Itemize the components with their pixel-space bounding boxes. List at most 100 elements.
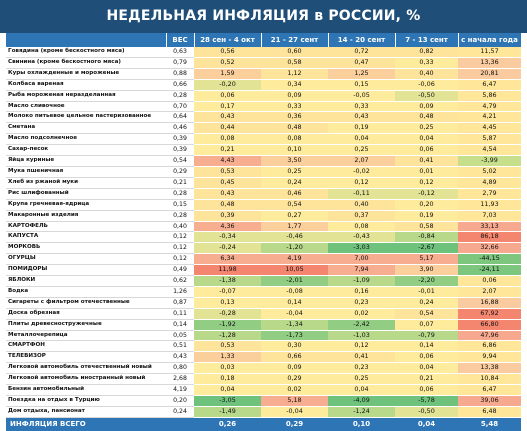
row-weight: 0,12	[166, 253, 194, 266]
cell-ytd: -24,11	[458, 264, 521, 277]
cell-week-2: 0,09	[261, 362, 328, 375]
row-name: Сметана	[6, 122, 166, 135]
row-weight: 0,11	[166, 307, 194, 320]
cell-week-1: 0,45	[194, 177, 261, 189]
row-name: Молоко питьевое цельное пастеризованное	[6, 111, 166, 124]
cell-week-1: 0,17	[194, 100, 261, 113]
cell-week-4: 0,04	[395, 362, 458, 375]
cell-week-3: -0,11	[328, 188, 395, 200]
cell-week-1: 6,34	[194, 253, 261, 266]
row-weight: 0,46	[166, 122, 194, 135]
row-name: КАРТОФЕЛЬ	[6, 220, 166, 233]
cell-ytd: 6,47	[458, 79, 521, 91]
cell-week-1: 0,53	[194, 340, 261, 353]
row-name: Хлеб из ржаной муки	[6, 177, 166, 189]
row-weight: 0,12	[166, 231, 194, 244]
cell-week-1: 0,13	[194, 297, 261, 309]
cell-week-1: 4,43	[194, 155, 261, 167]
cell-week-1: 0,43	[194, 111, 261, 124]
cell-ytd: 20,81	[458, 68, 521, 80]
cell-week-1: 0,04	[194, 384, 261, 396]
table-row: КАПУСТА 0,12 -0,34 -0,46 -0,43 -0,84 86,18	[6, 231, 521, 244]
cell-week-1: 11,98	[194, 264, 261, 277]
cell-ytd: 11,93	[458, 199, 521, 211]
row-name: Сахар-песок	[6, 144, 166, 157]
cell-week-2: 0,14	[261, 297, 328, 309]
row-name: Яйца куриные	[6, 155, 166, 167]
cell-week-2: 0,25	[261, 166, 328, 178]
cell-week-1: 1,59	[194, 68, 261, 80]
row-name: Плиты древесностружечные	[6, 319, 166, 331]
table-row: Бензин автомобильный 4,19 0,04 0,02 0,04 0,06…	[6, 384, 521, 396]
table-row: Сметана 0,46 0,44 0,48 0,19 0,25 4,45	[6, 122, 521, 135]
cell-ytd: -44,15	[458, 253, 521, 266]
cell-week-1: 0,52	[194, 57, 261, 69]
cell-ytd: 5,02	[458, 166, 521, 178]
header-week-3: 14 - 20 сент	[328, 33, 396, 47]
table-row: Сигареты с фильтром отечественные 0,87 0,1…	[6, 297, 521, 309]
row-name: Масло подсолнечное	[6, 133, 166, 146]
cell-week-4: 3,90	[395, 264, 458, 277]
cell-week-4: 0,40	[395, 68, 458, 80]
cell-ytd: 13,36	[458, 57, 521, 69]
cell-week-2: 0,29	[261, 373, 328, 386]
cell-week-3: 0,12	[328, 340, 395, 353]
cell-week-3: 0,23	[328, 297, 395, 309]
cell-ytd: -3,99	[458, 155, 521, 167]
row-name: Масло сливочное	[6, 100, 166, 113]
row-name: Рис шлифованный	[6, 188, 166, 200]
table-row: СМАРТФОН 0,51 0,53 0,30 0,12 0,14 6,86	[6, 340, 521, 353]
row-name: Говядина (кроме бескостного мяса)	[6, 47, 166, 58]
cell-week-2: 1,77	[261, 220, 328, 233]
cell-week-3: 0,37	[328, 210, 395, 222]
cell-week-4: 0,82	[395, 47, 458, 58]
cell-week-1: 0,43	[194, 188, 261, 200]
cell-week-4: -0,79	[395, 330, 458, 342]
cell-week-4: -5,78	[395, 395, 458, 407]
cell-week-4: 0,01	[395, 166, 458, 178]
cell-week-2: -1,73	[261, 330, 328, 342]
cell-week-3: 0,41	[328, 351, 395, 364]
cell-week-2: -2,01	[261, 275, 328, 287]
cell-week-4: 0,06	[395, 144, 458, 157]
cell-week-3: -3,03	[328, 242, 395, 255]
cell-ytd: 4,45	[458, 122, 521, 135]
cell-ytd: 4,21	[458, 111, 521, 124]
table-row: Свинина (кроме бескостного мяса) 0,79 0,52…	[6, 57, 521, 69]
row-weight: 0,87	[166, 297, 194, 309]
cell-week-3: 0,23	[328, 362, 395, 375]
cell-ytd: 5,87	[458, 133, 521, 146]
row-name: ОГУРЦЫ	[6, 253, 166, 266]
table-row: ТЕЛЕВИЗОР 0,43 1,33 0,66 0,41 0,06 9,94	[6, 351, 521, 364]
cell-week-2: 0,33	[261, 100, 328, 113]
cell-week-2: 0,10	[261, 144, 328, 157]
cell-week-3: 0,04	[328, 384, 395, 396]
cell-week-3: -1,09	[328, 275, 395, 287]
total-week-4: 0,04	[395, 417, 458, 431]
cell-week-2: 0,09	[261, 90, 328, 102]
cell-ytd: 0,06	[458, 275, 521, 287]
table-row: ОГУРЦЫ 0,12 6,34 4,19 7,00 5,17 -44,15	[6, 253, 521, 266]
cell-week-4: 0,20	[395, 199, 458, 211]
cell-week-2: 0,60	[261, 47, 328, 58]
cell-week-3: 0,19	[328, 122, 395, 135]
cell-week-1: 1,33	[194, 351, 261, 364]
cell-week-3: 0,72	[328, 47, 395, 58]
total-label: ИНФЛЯЦИЯ ВСЕГО	[6, 417, 166, 431]
cell-week-1: -0,20	[194, 79, 261, 91]
row-name: Рыба мороженая неразделанная	[6, 90, 166, 102]
row-name: ЯБЛОКИ	[6, 275, 166, 287]
row-name: Легковой автомобиль иностранный новый	[6, 373, 166, 386]
table-row: Крупа гречневая-ядрица 0,15 0,48 0,54 0,40 0,…	[6, 199, 521, 211]
cell-week-2: 10,05	[261, 264, 328, 277]
cell-week-3: 1,25	[328, 68, 395, 80]
row-weight: 0,51	[166, 340, 194, 353]
cell-week-2: 0,48	[261, 122, 328, 135]
row-name: Легковой автомобиль отечественный новый	[6, 362, 166, 375]
table-row: Хлеб из ржаной муки 0,21 0,45 0,24 0,12 0,12 4…	[6, 177, 521, 189]
cell-ytd: 6,86	[458, 340, 521, 353]
cell-week-4: 0,14	[395, 340, 458, 353]
cell-week-2: 1,12	[261, 68, 328, 80]
cell-week-1: -3,05	[194, 395, 261, 407]
cell-week-3: 0,12	[328, 177, 395, 189]
